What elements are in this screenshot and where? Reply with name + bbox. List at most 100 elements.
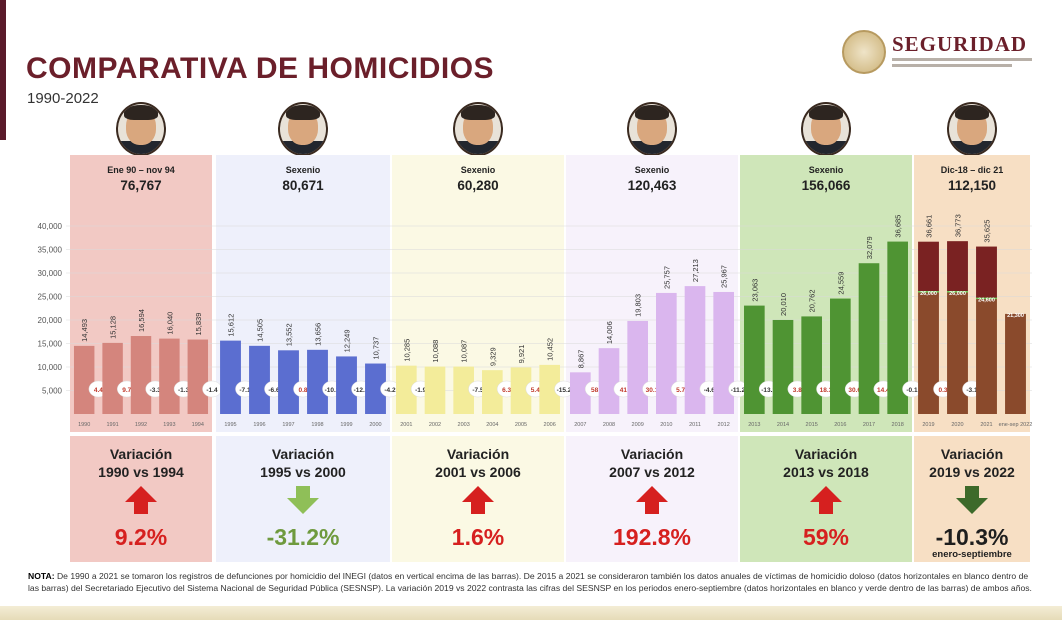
x-tick-label: 2004 <box>486 422 498 428</box>
x-tick-label: ene-sep 2022 <box>999 422 1033 428</box>
homicide-chart: 40,000 35,000 30,000 25,000 20,000 15,000 10,0… <box>38 155 1033 562</box>
variation-title-line2: 1995 vs 2000 <box>260 464 346 480</box>
x-tick-label: 2013 <box>748 422 760 428</box>
x-tick-label: 2000 <box>369 422 381 428</box>
change-label: -0.1 <box>906 387 918 394</box>
bar-value-label: 20,010 <box>779 293 788 316</box>
x-tick-label: 2011 <box>689 422 701 428</box>
variation-title-line2: 2007 vs 2012 <box>609 464 695 480</box>
x-tick-label: 2002 <box>429 422 441 428</box>
period-label-1: Sexenio <box>286 165 321 175</box>
x-tick-label: 2010 <box>660 422 672 428</box>
period-total-5: 112,150 <box>948 178 996 193</box>
bar <box>918 291 939 414</box>
period-label-5: Dic-18 – dic 21 <box>941 165 1004 175</box>
period-total-1: 80,671 <box>282 178 324 193</box>
x-tick-label: 2020 <box>951 422 963 428</box>
bar-value-label: 25,967 <box>720 265 729 288</box>
variation-title-line2: 2019 vs 2022 <box>929 464 1015 480</box>
bar-value-label: 8,867 <box>576 350 585 369</box>
x-tick-label: 1993 <box>163 422 175 428</box>
change-label: 18.3 <box>820 387 833 394</box>
bar-value-label: 25,757 <box>662 266 671 289</box>
bar <box>396 365 417 414</box>
page-title: COMPARATIVA DE HOMICIDIOS <box>26 52 495 85</box>
bar-value-label: 10,452 <box>546 338 555 361</box>
x-tick-label: 1998 <box>311 422 323 428</box>
bar-value-label: 10,087 <box>460 340 469 363</box>
bar-value-label: 14,493 <box>80 319 89 342</box>
period-label-2: Sexenio <box>461 165 496 175</box>
change-label: 0.8 <box>298 387 307 394</box>
change-label: 5.4 <box>531 387 540 394</box>
variation-title-line2: 2013 vs 2018 <box>783 464 869 480</box>
y-tick-label: 30,000 <box>38 269 63 278</box>
x-tick-label: 1994 <box>192 422 204 428</box>
arrow-down-icon <box>956 486 988 514</box>
variation-title-line1: Variación <box>447 446 509 462</box>
y-tick-label: 15,000 <box>38 340 63 349</box>
bar-value-label: 23,063 <box>750 279 759 302</box>
national-seal-icon <box>842 30 886 74</box>
bar-value-label: 13,656 <box>314 323 323 346</box>
variation-box-3: Variación 2007 vs 2012 192.8% <box>566 436 738 562</box>
bar <box>830 298 851 414</box>
variation-title-line2: 1990 vs 1994 <box>98 464 184 480</box>
bar-value-label: 27,213 <box>691 259 700 282</box>
variation-box-1: Variación 1995 vs 2000 -31.2% <box>216 436 390 562</box>
bar-value-label: 15,839 <box>194 313 203 336</box>
bar <box>102 342 123 414</box>
portrait-avatar <box>453 102 503 156</box>
bar <box>453 366 474 414</box>
bar <box>73 345 95 414</box>
x-tick-label: 2007 <box>574 422 586 428</box>
variation-title-line1: Variación <box>110 446 172 462</box>
footnote: NOTA: De 1990 a 2021 se tomaron los regi… <box>28 570 1038 594</box>
x-tick-label: 1992 <box>135 422 147 428</box>
variation-title-line1: Variación <box>941 446 1003 462</box>
bar <box>510 367 532 414</box>
x-tick-label: 1996 <box>253 422 265 428</box>
bar <box>772 319 794 414</box>
variation-title-line2: 2001 vs 2006 <box>435 464 521 480</box>
portrait-avatar <box>116 102 166 156</box>
bar-inner-label: 26,000 <box>920 291 937 297</box>
bar-value-label: 14,006 <box>605 321 614 344</box>
bar <box>598 348 620 414</box>
bar <box>858 263 880 414</box>
change-label: -1.3 <box>178 387 190 394</box>
bar <box>336 356 357 414</box>
change-label: 41 <box>620 387 628 394</box>
bar <box>744 305 765 414</box>
bar-top-segment <box>976 246 997 299</box>
bar <box>570 372 591 414</box>
period-total-4: 156,066 <box>802 178 851 193</box>
period-total-3: 120,463 <box>628 178 677 193</box>
x-tick-label: 2017 <box>863 422 875 428</box>
seguridad-logo: SEGURIDAD <box>842 28 1052 76</box>
change-label: 30.1 <box>646 387 659 394</box>
bar-value-label: 9,921 <box>517 345 526 364</box>
x-tick-label: 2016 <box>834 422 846 428</box>
x-tick-label: 2012 <box>718 422 730 428</box>
x-tick-label: 1990 <box>78 422 90 428</box>
logo-subtext-lines <box>892 58 1042 68</box>
x-tick-label: 1997 <box>282 422 294 428</box>
x-tick-label: 2005 <box>515 422 527 428</box>
bar-value-label: 12,249 <box>343 329 352 352</box>
x-tick-label: 2003 <box>458 422 470 428</box>
change-label: 0.3 <box>938 387 947 394</box>
bar <box>887 241 908 414</box>
bottom-strip <box>0 606 1062 620</box>
bar-value-label: 14,505 <box>256 319 265 342</box>
change-label: -3.1 <box>966 387 978 394</box>
bar <box>220 340 241 414</box>
bar-value-label: 13,552 <box>285 323 294 346</box>
bar-value-label: 10,285 <box>402 339 411 362</box>
change-label: -15.2 <box>557 387 572 394</box>
bar <box>130 336 152 414</box>
bar <box>713 291 734 414</box>
footnote-label: NOTA: <box>28 571 55 581</box>
variation-value: -31.2% <box>267 524 340 550</box>
change-label: -4.2 <box>384 387 396 394</box>
